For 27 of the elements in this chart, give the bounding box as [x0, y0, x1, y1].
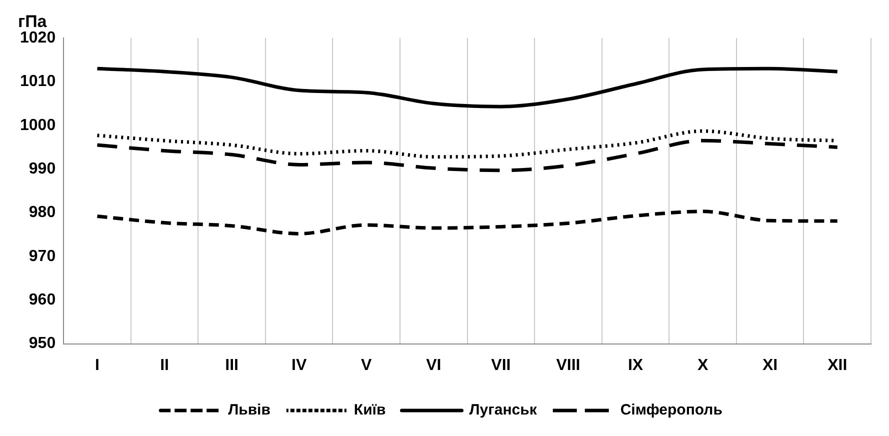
x-tick-label: VI [426, 356, 442, 374]
y-tick-label: 950 [28, 335, 56, 352]
line-series [95, 210, 840, 236]
x-tick-label: XI [762, 356, 778, 374]
y-tick-label: 1000 [20, 116, 56, 134]
x-tick-label: I [95, 356, 100, 374]
legend-label: Луганськ [469, 402, 538, 419]
x-tick-label: IV [292, 356, 307, 374]
legend-label: Львів [228, 402, 270, 419]
x-tick-label: V [361, 356, 372, 374]
line-series [95, 66, 840, 108]
y-tick-label: 990 [28, 160, 56, 178]
y-tick-label: 1020 [20, 29, 56, 46]
y-tick-label: 980 [28, 204, 56, 222]
x-tick-label: VII [491, 356, 511, 374]
x-tick-label: VIII [556, 356, 580, 374]
y-axis-title: гПа [18, 12, 48, 32]
x-tick-label: XII [828, 356, 848, 374]
x-tick-label: II [160, 356, 169, 374]
legend-label: Київ [354, 402, 386, 419]
x-tick-label: IX [628, 356, 644, 374]
x-tick-label: III [225, 356, 238, 374]
x-tick-label: X [697, 356, 708, 374]
y-tick-label: 970 [28, 248, 56, 265]
legend-label: Сімферополь [620, 402, 722, 419]
y-tick-label: 960 [28, 292, 56, 309]
y-tick-label: 1010 [20, 73, 56, 90]
